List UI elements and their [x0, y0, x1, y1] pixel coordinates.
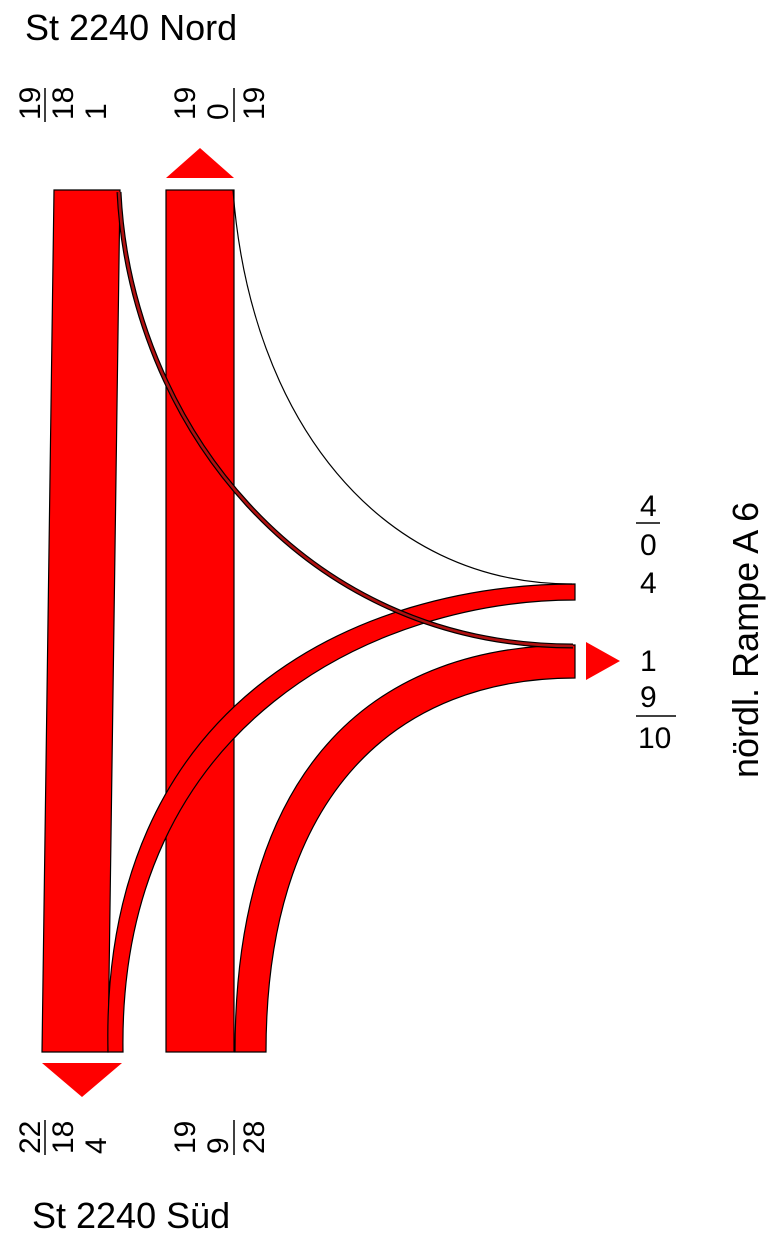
count-total: 10 [638, 722, 671, 755]
flow-rampe-to-sued [107, 583, 576, 1053]
counts-north-left: 19 18 1 [14, 87, 113, 122]
count-a: 18 [47, 1121, 80, 1154]
counts-south-left: 22 18 4 [14, 1120, 113, 1155]
count-a: 1 [640, 645, 657, 678]
flow-sued-to-nord [165, 189, 235, 1053]
south-exit-stub [42, 1054, 122, 1061]
counts-south-right: 19 9 28 [169, 1120, 271, 1155]
flow-bands [41, 189, 576, 1053]
count-b: 9 [640, 681, 657, 714]
flow-nord-to-sued [41, 189, 121, 1053]
count-total: 19 [14, 87, 47, 120]
ramp-exit-stub [577, 642, 584, 680]
flow-nord-to-rampe [117, 191, 574, 648]
north-exit-arrow [166, 148, 234, 178]
flow-sued-to-rampe [234, 644, 576, 1053]
count-b: 4 [640, 567, 657, 600]
count-total: 19 [169, 1121, 202, 1154]
south-exit-arrow [42, 1063, 122, 1097]
count-b: 4 [80, 1137, 113, 1154]
counts-north-right: 19 0 19 [169, 87, 271, 122]
count-b: 1 [80, 103, 113, 120]
north-exit-stub [165, 180, 235, 187]
counts-ramp-upper: 4 0 4 [636, 490, 660, 600]
road-title-south: St 2240 Süd [32, 1195, 230, 1234]
road-title-ramp: nördl. Rampe A 6 [725, 502, 766, 778]
road-title-north: St 2240 Nord [25, 7, 237, 48]
flow-rampe-to-nord [232, 189, 573, 585]
count-b: 19 [238, 87, 271, 120]
count-a: 18 [47, 87, 80, 120]
ramp-exit-arrow [586, 642, 620, 680]
count-b: 28 [238, 1121, 271, 1154]
count-total: 4 [640, 490, 657, 523]
direction-markers [42, 148, 620, 1097]
count-total: 22 [14, 1121, 47, 1154]
count-a: 9 [202, 1137, 235, 1154]
counts-ramp-lower: 1 9 10 [636, 645, 676, 755]
count-a: 0 [202, 103, 235, 120]
count-total: 19 [169, 87, 202, 120]
count-a: 0 [640, 529, 657, 562]
